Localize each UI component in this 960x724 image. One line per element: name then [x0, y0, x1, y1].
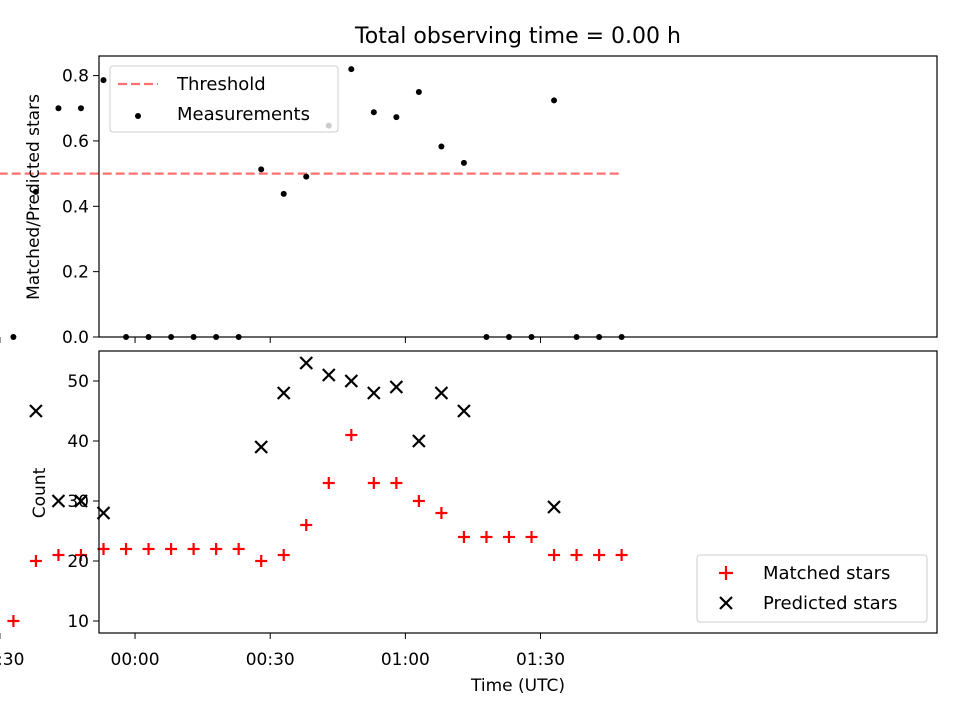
predicted-star-point [321, 368, 336, 382]
matched-star-point [232, 543, 245, 555]
legend-threshold-label: Threshold [176, 74, 266, 95]
measurement-point [303, 173, 310, 180]
count-legend: Matched stars Predicted stars [696, 554, 928, 623]
predicted-star-point [344, 374, 359, 388]
measurement-point [370, 109, 377, 116]
measurement-point [258, 166, 265, 173]
matched-star-point [457, 531, 470, 543]
matched-star-point [435, 507, 448, 519]
count-x-axis-label: Time (UTC) [470, 676, 565, 696]
predicted-star-point [367, 386, 381, 400]
ratio-y-ticks: 0.0 0.2 0.4 0.6 0.8 [62, 67, 99, 348]
matched-star-point [548, 549, 561, 561]
predicted-star-point [276, 386, 291, 400]
matched-star-point [7, 615, 20, 627]
count-y-ticks: 10 20 30 40 50 [67, 372, 99, 632]
legend-predicted-swatch [719, 596, 733, 610]
matched-star-point [525, 531, 538, 543]
matched-star-point [142, 543, 155, 555]
ratio-y-tick-label: 0.6 [62, 132, 89, 152]
matched-star-point [502, 531, 515, 543]
legend-measurements-label: Measurements [177, 104, 310, 125]
matched-star-point [277, 549, 290, 561]
count-y-tick-label: 30 [67, 492, 89, 512]
matched-star-point [412, 495, 425, 507]
ratio-axes-frame [98, 55, 938, 338]
measurement-point [393, 114, 400, 121]
legend-predicted-label: Predicted stars [763, 593, 897, 614]
matched-star-point [367, 477, 380, 489]
measurement-point [415, 88, 422, 95]
ratio-y-tick-label: 0.0 [62, 328, 89, 348]
predicted-star-point [51, 494, 66, 508]
matched-star-point [345, 429, 358, 441]
chart-title: Total observing time = 0.00 h [354, 24, 681, 49]
count-y-tick-label: 20 [67, 552, 89, 572]
count-marks [7, 356, 628, 627]
measurement-point [348, 66, 355, 73]
predicted-star-point [74, 494, 88, 508]
predicted-star-point [547, 500, 561, 514]
count-axes-frame [98, 350, 938, 634]
ratio-legend-box [109, 65, 339, 133]
count-x-tick-label: 23:30 [0, 650, 24, 670]
measurement-point [77, 105, 84, 112]
matched-star-point [300, 519, 313, 531]
count-y-axis-label: Count [30, 467, 50, 518]
matched-star-point [52, 549, 65, 561]
matched-star-point [29, 555, 42, 567]
legend-matched-label: Matched stars [763, 563, 890, 584]
matched-star-point [165, 543, 178, 555]
ratio-y-tick-label: 0.2 [62, 263, 89, 283]
count-x-tick-label: 01:30 [516, 650, 565, 670]
ratio-legend: Threshold Measurements [109, 65, 339, 133]
measurement-point [32, 188, 39, 195]
ratio-y-tick-label: 0.8 [62, 67, 89, 87]
ratio-x-ticks [0, 337, 542, 343]
matched-star-point [74, 549, 87, 561]
predicted-star-point [434, 386, 449, 400]
predicted-star-point [299, 356, 314, 370]
legend-measurements-swatch [135, 113, 141, 119]
matched-star-point [210, 543, 223, 555]
matched-star-point [187, 543, 200, 555]
count-x-tick-label: 00:30 [246, 650, 295, 670]
matched-star-point [120, 543, 133, 555]
count-x-tick-label: 00:00 [111, 650, 160, 670]
matched-star-point [593, 549, 606, 561]
count-legend-box [696, 554, 928, 623]
measurement-point [280, 190, 287, 197]
matched-star-point [615, 549, 628, 561]
matched-star-point [255, 555, 268, 567]
legend-matched-swatch [719, 566, 733, 580]
measurement-point [55, 105, 62, 112]
predicted-star-point [457, 404, 471, 418]
count-y-tick-label: 10 [67, 612, 89, 632]
measurement-point [551, 97, 558, 104]
measurement-point [460, 159, 467, 166]
matched-star-point [570, 549, 583, 561]
measurement-point [10, 334, 17, 340]
ratio-y-tick-label: 0.4 [62, 197, 89, 217]
measurement-point [438, 143, 445, 150]
measurement-point [100, 77, 107, 84]
predicted-star-point [412, 434, 426, 448]
predicted-star-point [389, 380, 404, 394]
matched-star-point [480, 531, 493, 543]
matched-star-point [322, 477, 335, 489]
matched-star-point [390, 477, 403, 489]
count-x-tick-label: 01:00 [381, 650, 430, 670]
ratio-y-axis-label: Matched/Predicted stars [24, 94, 44, 300]
count-y-tick-label: 40 [67, 432, 89, 452]
predicted-star-point [254, 440, 268, 454]
count-y-tick-label: 50 [67, 372, 89, 392]
predicted-star-point [29, 404, 43, 418]
ratio-panel: 0.00.20.40.60.8 Matched/Predicted stars … [0, 55, 938, 348]
